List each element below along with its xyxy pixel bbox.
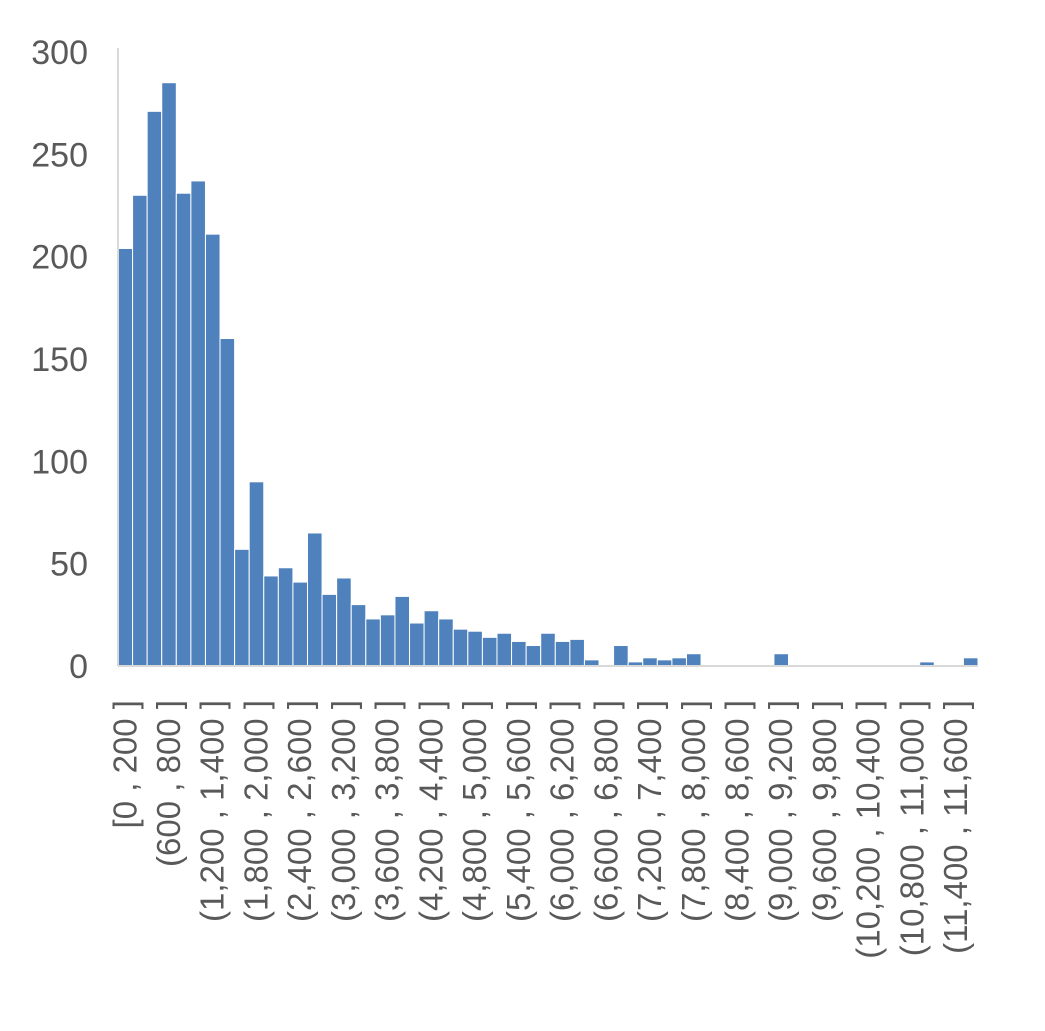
histogram-bar [438, 618, 454, 667]
histogram-bar [540, 632, 556, 667]
histogram-bar [613, 645, 629, 667]
histogram-bar [409, 622, 425, 667]
y-tick-label: 100 [31, 443, 88, 481]
histogram-bar [336, 577, 352, 667]
histogram-bar [161, 82, 177, 667]
histogram-bar [321, 593, 338, 667]
histogram-bar [642, 657, 658, 667]
x-tick-label: (8,400 , 8,600 ] [718, 700, 755, 922]
x-tick-label: (7,800 , 8,000 ] [675, 700, 712, 922]
y-tick-label: 200 [31, 239, 88, 277]
x-tick-label: (7,200 , 7,400 ] [631, 700, 668, 922]
x-tick-label: (600 , 800 ] [150, 700, 187, 867]
x-tick-label: (1,200 , 1,400 ] [194, 700, 231, 922]
bars-layer [117, 82, 979, 667]
x-tick-label: (4,800 , 5,000 ] [456, 700, 493, 922]
histogram-bar [190, 180, 206, 667]
histogram-bar [219, 338, 236, 667]
histogram-bar [117, 247, 134, 667]
y-tick-label: 150 [31, 341, 88, 379]
histogram-bar [481, 636, 498, 667]
x-tick-label: (9,000 , 9,200 ] [762, 700, 799, 922]
histogram-bar [263, 575, 279, 667]
x-tick-label: (6,000 , 6,200 ] [544, 700, 581, 922]
histogram-bar [671, 657, 687, 667]
x-tick-label: (1,800 , 2,000 ] [237, 700, 274, 922]
histogram-bar [569, 638, 585, 667]
histogram-bar [496, 632, 513, 667]
histogram-bar [204, 233, 221, 667]
x-tick-label: (10,800 , 11,000 ] [893, 700, 930, 956]
y-tick-label: 300 [31, 34, 88, 72]
histogram-bar [525, 645, 542, 667]
x-tick-label: (9,600 , 9,800 ] [806, 700, 843, 922]
histogram-bar [306, 532, 323, 667]
x-tick-label: (3,000 , 3,200 ] [325, 700, 362, 922]
histogram-bar [350, 604, 367, 667]
x-tick-label: (11,400 , 11,600 ] [937, 700, 974, 954]
histogram-bar [773, 653, 790, 667]
histogram-bar [467, 630, 483, 667]
x-tick-label: (5,400 , 5,600 ] [500, 700, 537, 922]
histogram-bar [292, 581, 309, 667]
histogram-bar [175, 192, 192, 667]
histogram-bar [511, 640, 527, 667]
y-tick-label: 0 [69, 648, 88, 686]
histogram-bar [685, 653, 702, 667]
x-tick-label: [0 , 200 ] [106, 700, 143, 828]
histogram-bar [132, 194, 148, 667]
y-tick-label: 50 [50, 546, 88, 584]
histogram-bar [554, 640, 571, 667]
x-tick-label: (2,400 , 2,600 ] [281, 700, 318, 922]
x-tick-labels: [0 , 200 ] (600 , 800 ] (1,200 , 1,400 ] (1… [106, 700, 974, 959]
x-tick-label: (4,200 , 4,400 ] [412, 700, 449, 922]
histogram-bar [379, 614, 396, 667]
histogram-bar [234, 548, 250, 667]
histogram-bar [248, 481, 265, 667]
x-tick-label: (3,600 , 3,800 ] [369, 700, 406, 922]
y-tick-labels: 0 50 100 150 200 250 300 [31, 34, 88, 686]
histogram-bar [394, 595, 411, 667]
histogram-bar [452, 628, 469, 667]
histogram-bar [146, 110, 163, 667]
histogram-bar [277, 567, 294, 667]
y-tick-label: 250 [31, 136, 88, 174]
histogram-bar [962, 657, 979, 667]
x-tick-label: (10,200 , 10,400 ] [850, 700, 887, 959]
x-tick-label: (6,600 , 6,800 ] [587, 700, 624, 922]
histogram-bar [365, 618, 381, 667]
histogram-bar [423, 610, 440, 667]
